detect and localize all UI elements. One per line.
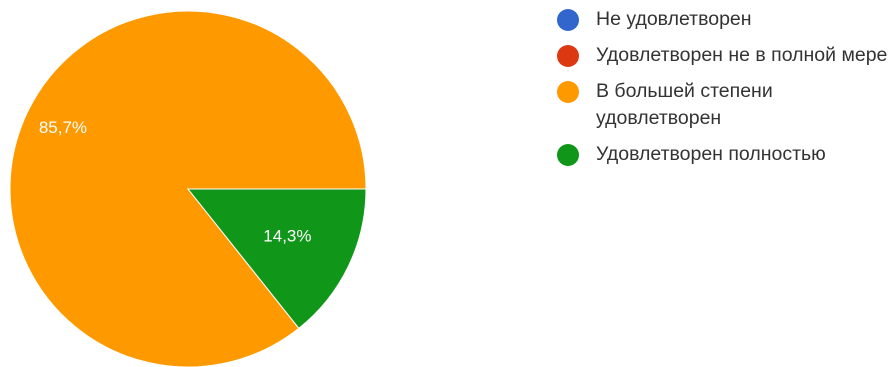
legend-label-fully-satisfied: Удовлетворен полностью — [596, 143, 826, 165]
legend: Не удовлетворен Удовлетворен не в полной… — [556, 6, 891, 177]
legend-dot-partly-satisfied — [557, 45, 579, 67]
legend-label-not-satisfied: Не удовлетворен — [596, 8, 752, 30]
pie-label-fully-satisfied: 14,3% — [263, 226, 311, 245]
legend-label-mostly-satisfied: В большей степени удовлетворен — [596, 80, 773, 129]
legend-item-mostly-satisfied[interactable]: В большей степени удовлетворен — [556, 78, 891, 132]
legend-dot-mostly-satisfied — [557, 81, 579, 103]
legend-item-not-satisfied[interactable]: Не удовлетворен — [556, 6, 891, 33]
pie-slices — [9, 10, 367, 367]
pie-labels: 85,7% 14,3% — [39, 118, 312, 245]
legend-dot-fully-satisfied — [557, 144, 579, 166]
pie-label-mostly-satisfied: 85,7% — [39, 118, 87, 137]
legend-item-partly-satisfied[interactable]: Удовлетворен не в полной мере — [556, 42, 891, 69]
legend-item-fully-satisfied[interactable]: Удовлетворен полностью — [556, 141, 891, 168]
legend-dot-not-satisfied — [557, 9, 579, 31]
pie-slice-fully-satisfied[interactable] — [186, 188, 367, 329]
legend-label-partly-satisfied: Удовлетворен не в полной мере — [596, 44, 888, 66]
pie-chart: 85,7% 14,3% — [9, 10, 367, 367]
